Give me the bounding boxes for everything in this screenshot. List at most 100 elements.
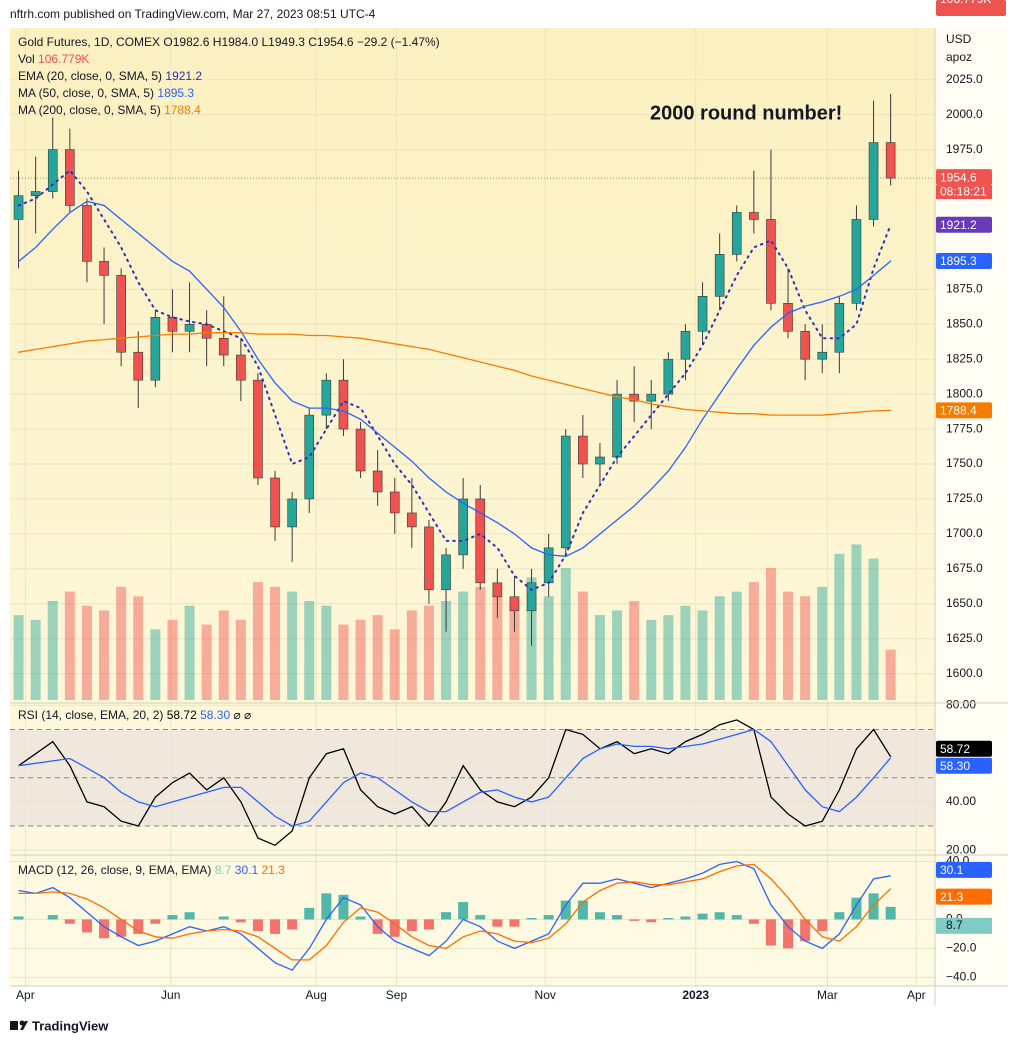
volume-bar <box>749 582 759 700</box>
high: H1984.0 <box>213 35 259 49</box>
histogram-bar <box>646 919 656 922</box>
hist-badge: 8.7 <box>946 918 963 932</box>
candle-body <box>766 219 775 303</box>
candle-body <box>65 150 74 206</box>
y-tick-label: 1750.0 <box>946 456 983 470</box>
volume-bar <box>561 568 571 700</box>
histogram-bar <box>219 917 229 920</box>
candle-body <box>886 143 895 178</box>
histogram-bar <box>65 919 75 923</box>
x-tick-label: Mar <box>817 988 838 1002</box>
candle-body <box>801 331 810 359</box>
macd-badge: 30.1 <box>940 863 964 877</box>
candle-body <box>869 143 878 220</box>
volume-bar <box>82 606 92 700</box>
volume-bar <box>869 559 879 700</box>
candle-body <box>219 338 228 355</box>
volume-bar <box>185 606 195 700</box>
candle-body <box>14 196 23 220</box>
histogram-bar <box>407 919 417 931</box>
histogram-bar <box>715 912 725 919</box>
countdown: 08:18:21 <box>940 184 987 198</box>
symbol-legend: Gold Futures, 1D, COMEX O1982.6 H1984.0 … <box>18 35 440 49</box>
indicator-value: 1788.4 <box>164 103 201 117</box>
histogram-bar <box>253 919 263 931</box>
y-tick-label: 1975.0 <box>946 142 983 156</box>
volume-value: 106.779K <box>38 52 89 66</box>
histogram-bar <box>236 919 246 922</box>
signal-value: 21.3 <box>261 863 285 877</box>
y-tick-label: 1725.0 <box>946 491 983 505</box>
x-tick-label: 2023 <box>682 988 709 1002</box>
candle-body <box>373 471 382 492</box>
histogram-bar <box>869 893 879 919</box>
x-tick-label: Nov <box>535 988 556 1002</box>
volume-bar <box>321 606 331 700</box>
histogram-bar <box>783 919 793 948</box>
volume-bar <box>578 592 588 700</box>
footer-brand: TradingView <box>32 1018 109 1033</box>
candle-body <box>493 583 502 597</box>
candle-body <box>322 380 331 415</box>
indicator-badge: 1921.2 <box>940 218 977 232</box>
volume-badge: 106.779K <box>940 0 991 6</box>
y-tick-label: 1825.0 <box>946 351 983 365</box>
y-tick-label: −20.0 <box>946 941 977 955</box>
histogram-bar <box>749 919 759 923</box>
histogram-bar <box>527 918 537 919</box>
candle-body <box>271 478 280 527</box>
rsi-badge: 58.72 <box>940 742 970 756</box>
candle-body <box>356 429 365 471</box>
volume-bar <box>475 587 485 700</box>
candle-body <box>151 317 160 380</box>
indicator-name: MA (200, close, 0, SMA, 5) <box>18 103 161 117</box>
volume-bar <box>219 610 229 700</box>
volume-bar <box>612 610 622 700</box>
y-tick-label: 1700.0 <box>946 526 983 540</box>
x-tick-label: Aug <box>305 988 326 1002</box>
macd-legend: MACD (12, 26, close, 9, EMA, EMA) 8.7 30… <box>18 863 285 877</box>
candle-body <box>202 324 211 338</box>
volume-bar <box>304 601 314 700</box>
volume-bar <box>48 601 58 700</box>
volume-bar <box>236 620 246 700</box>
indicator-name: MA (50, close, 0, SMA, 5) <box>18 86 154 100</box>
symbol: Gold Futures, 1D, COMEX <box>18 35 160 49</box>
candle-body <box>510 597 519 611</box>
x-tick-label: Jun <box>161 988 180 1002</box>
candle-body <box>681 331 690 359</box>
candle-body <box>442 555 451 590</box>
candle-body <box>134 352 143 380</box>
candle-body <box>168 317 177 331</box>
candle-body <box>424 527 433 590</box>
candle-body <box>82 205 91 261</box>
candle-body <box>784 303 793 331</box>
histogram-bar <box>509 919 519 926</box>
scale-mode: apoz <box>946 50 972 64</box>
histogram-bar <box>851 898 861 920</box>
histogram-bar <box>270 919 280 933</box>
histogram-bar <box>817 919 827 931</box>
macd-value: 30.1 <box>235 863 259 877</box>
y-tick-label: 1875.0 <box>946 282 983 296</box>
y-tick-label: 1625.0 <box>946 631 983 645</box>
histogram-bar <box>82 919 92 932</box>
volume-bar <box>253 582 263 700</box>
plot-background <box>10 28 935 986</box>
volume-bar <box>458 592 468 700</box>
histogram-bar <box>680 917 690 920</box>
volume-bar <box>31 620 41 700</box>
volume-bar <box>783 592 793 700</box>
histogram-bar <box>629 919 639 920</box>
y-tick-label: 2000.0 <box>946 107 983 121</box>
candle-body <box>185 324 194 331</box>
histogram-bar <box>663 918 673 919</box>
histogram-bar <box>441 912 451 919</box>
candle-body <box>305 415 314 499</box>
rsi-ma-value: 58.30 <box>200 708 230 722</box>
indicator-value: 1895.3 <box>157 86 194 100</box>
volume-bar <box>202 625 212 700</box>
volume-bar <box>663 615 673 700</box>
candle-body <box>715 254 724 296</box>
volume-bar <box>407 610 417 700</box>
